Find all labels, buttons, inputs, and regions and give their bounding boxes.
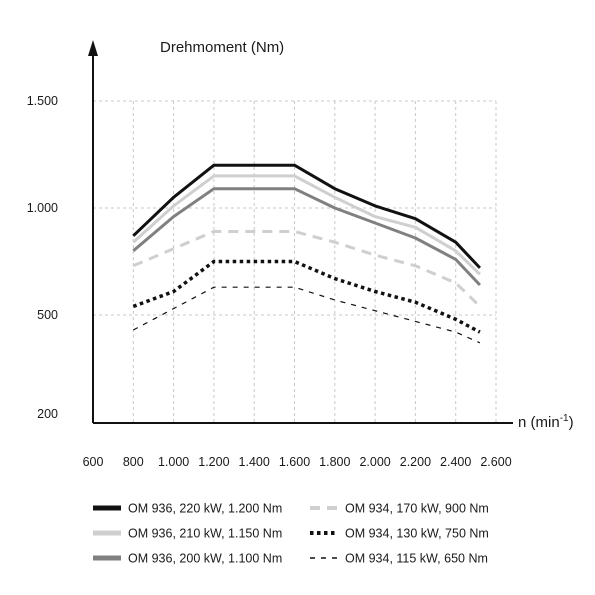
legend-label-5: OM 934, 130 kW, 750 Nm [345,527,489,541]
series-line-6 [133,286,481,344]
x-tick-label-1600: 1.600 [279,455,310,469]
series-layer [132,163,481,344]
series-line-1 [132,163,481,269]
legend-label-3: OM 936, 200 kW, 1.100 Nm [128,552,282,566]
x-tick-label-2200: 2.200 [400,455,431,469]
label-layer: Drehmoment (Nm) n (min-1) 600 800 1.000 1.200… [27,39,574,469]
y-tick-label-1500: 1.500 [27,94,58,108]
x-axis-title-superscript: -1 [560,413,569,424]
series-line-4 [132,230,481,308]
x-tick-label-2400: 2.400 [440,455,471,469]
grid-layer [93,100,497,423]
x-tick-label-800: 800 [123,455,144,469]
x-tick-label-1200: 1.200 [198,455,229,469]
x-tick-label-1800: 1.800 [319,455,350,469]
x-tick-label-1400: 1.400 [239,455,270,469]
legend-label-4: OM 934, 170 kW, 900 Nm [345,502,489,516]
y-tick-label-200: 200 [37,407,58,421]
x-tick-label-1000: 1.000 [158,455,189,469]
y-axis-title: Drehmoment (Nm) [160,39,284,56]
x-tick-label-2000: 2.000 [359,455,390,469]
x-tick-label-2600: 2.600 [480,455,511,469]
legend-label-6: OM 934, 115 kW, 650 Nm [345,552,488,566]
legend-label-1: OM 936, 220 kW, 1.200 Nm [128,502,282,516]
x-tick-label-600: 600 [83,455,104,469]
series-line-5 [132,259,481,334]
y-tick-label-500: 500 [37,308,58,322]
y-tick-label-1000: 1.000 [27,201,58,215]
legend-label-2: OM 936, 210 kW, 1.150 Nm [128,527,282,541]
series-line-2 [132,174,481,276]
x-axis-title-end: ) [569,414,574,431]
series-line-3 [132,187,481,287]
x-axis-title: n (min-1) [518,413,574,431]
x-axis-title-main: n (min [518,414,560,431]
axis-layer [88,40,513,424]
legend-layer: OM 936, 220 kW, 1.200 Nm OM 936, 210 kW, … [93,502,489,566]
y-axis-arrow [88,40,98,56]
